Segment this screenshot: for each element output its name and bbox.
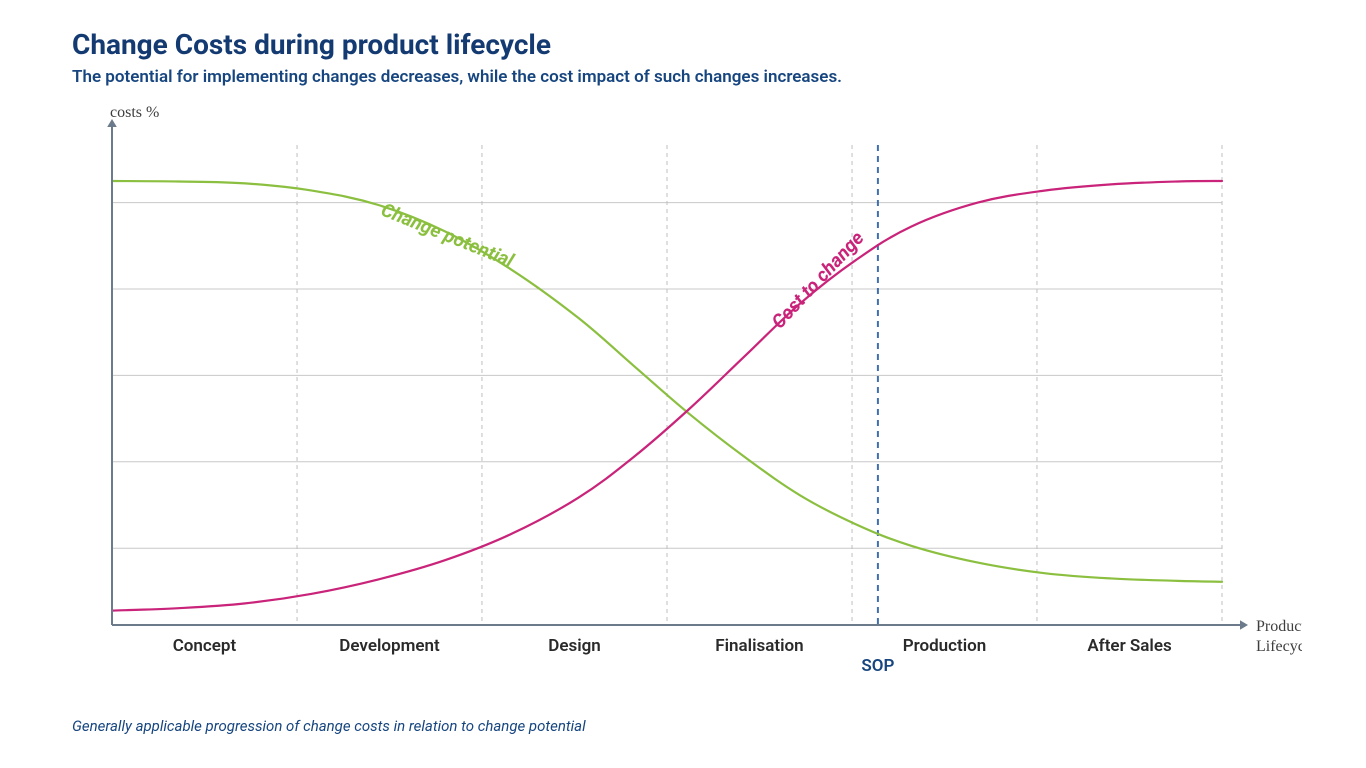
- phase-label: Design: [548, 636, 601, 656]
- chart-bg: [72, 105, 1302, 685]
- phase-label: Concept: [173, 636, 237, 656]
- sop-label: SOP: [861, 656, 894, 676]
- y-axis-label: costs %: [110, 105, 159, 121]
- lifecycle-chart: Change potentialCost to changecosts %Pro…: [72, 105, 1302, 685]
- x-axis-label-1: Product: [1256, 618, 1302, 635]
- phase-label: Finalisation: [715, 636, 803, 656]
- phase-label: Production: [903, 636, 987, 656]
- chart-container: Change potentialCost to changecosts %Pro…: [72, 105, 1302, 705]
- page-subtitle: The potential for implementing changes d…: [72, 67, 1306, 87]
- x-axis-label-2: Lifecycle: [1256, 638, 1302, 655]
- phase-label: Development: [339, 636, 440, 656]
- page-title: Change Costs during product lifecycle: [72, 28, 1306, 61]
- chart-caption: Generally applicable progression of chan…: [72, 717, 1306, 735]
- phase-label: After Sales: [1087, 636, 1172, 656]
- page: Change Costs during product lifecycle Th…: [0, 0, 1366, 768]
